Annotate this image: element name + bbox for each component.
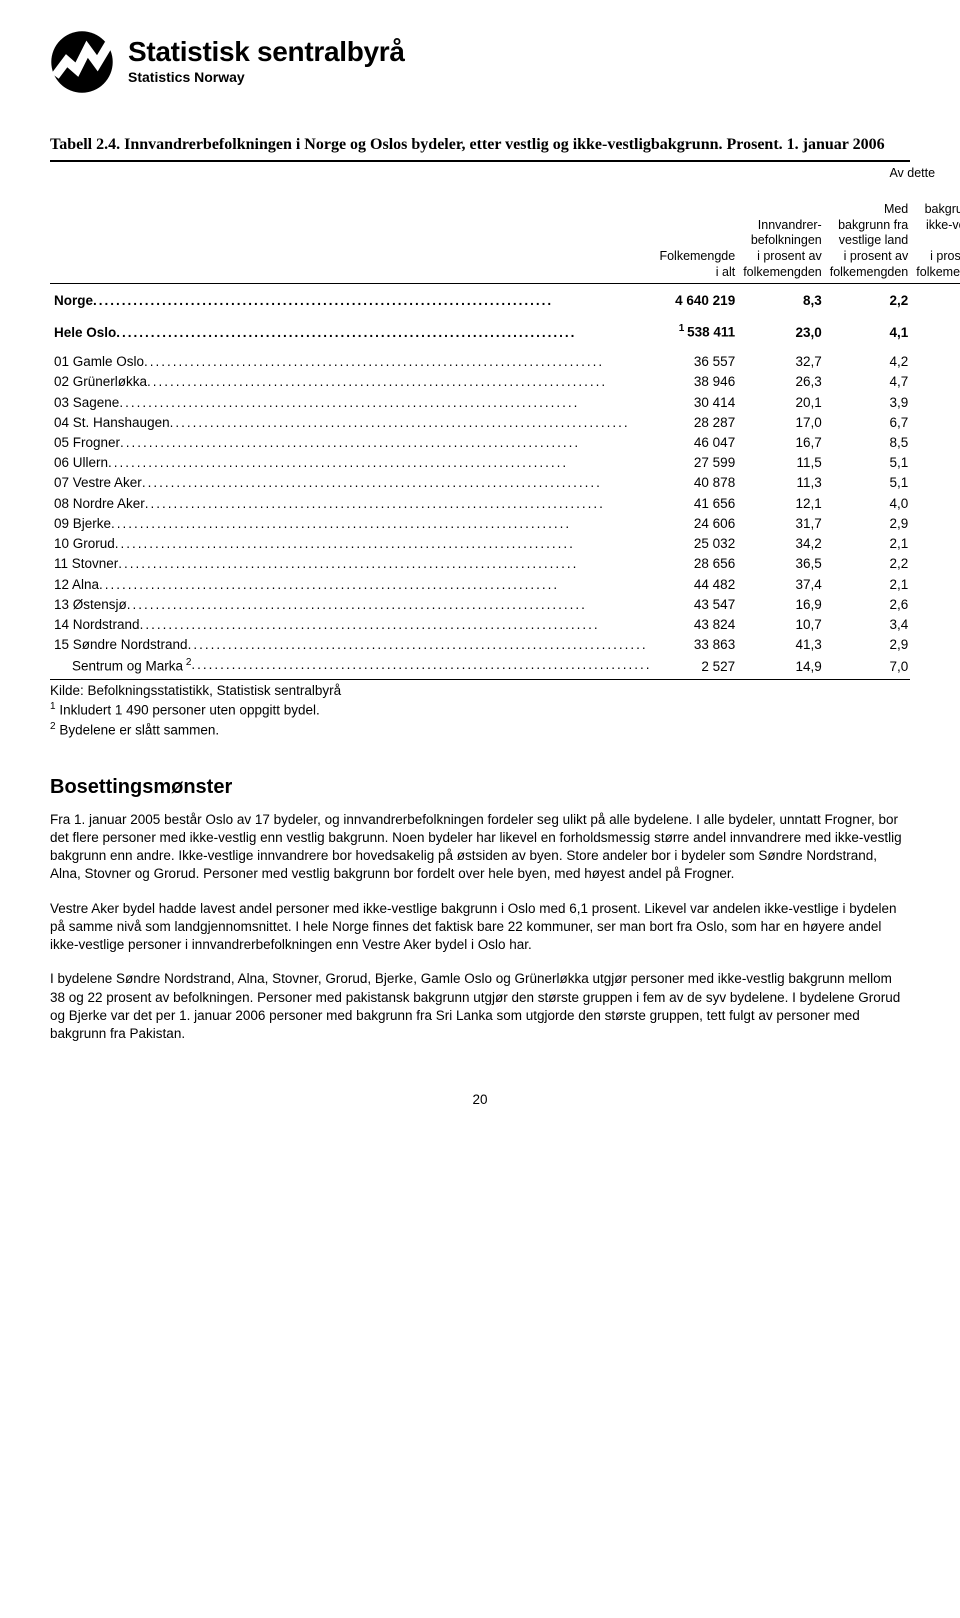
table-row: 13 Østensjø.............................… [50,595,960,615]
body-paragraph: I bydelene Søndre Nordstrand, Alna, Stov… [50,970,910,1043]
footnotes: Kilde: Befolkningsstatistikk, Statistisk… [50,682,910,740]
table-row: 12 Alna.................................… [50,575,960,595]
table-row: 03 Sagene...............................… [50,393,960,413]
logo-text: Statistisk sentralbyrå Statistics Norway [128,38,405,87]
col-header-folkemengde: Folkemengdei alt [655,164,739,282]
table-row: 15 Søndre Nordstrand....................… [50,635,960,655]
table-row: Hele Oslo...............................… [50,316,960,352]
footnote-line: 1 Inkludert 1 490 personer uten oppgitt … [50,700,910,720]
table-row: 01 Gamle Oslo...........................… [50,352,960,372]
divider [50,679,910,680]
footnote-line: 2 Bydelene er slått sammen. [50,720,910,740]
page-number: 20 [50,1091,910,1109]
table-row: 04 St. Hanshaugen.......................… [50,413,960,433]
footnote-line: Kilde: Befolkningsstatistikk, Statistisk… [50,682,910,700]
divider [50,160,910,162]
table-row: 05 Frogner..............................… [50,433,960,453]
table-row: Norge...................................… [50,286,960,316]
table-row: 09 Bjerke...............................… [50,514,960,534]
table-row: 10 Grorud...............................… [50,534,960,554]
col-header-group: Av dette [826,164,960,186]
table-title: Tabell 2.4. Innvandrerbefolkningen i Nor… [50,134,910,156]
col-header-innvandrer: Innvandrer-befolkningeni prosent avfolke… [739,164,826,282]
col-header-ikkevestlige: Medbakgrunn fraikke-vestlige landi prose… [912,185,960,281]
data-table: Folkemengdei alt Innvandrer-befolkningen… [50,164,960,678]
table-row: 14 Nordstrand...........................… [50,615,960,635]
ssb-logo-icon [50,30,114,94]
table-row: 11 Stovner..............................… [50,554,960,574]
body-paragraph: Fra 1. januar 2005 består Oslo av 17 byd… [50,811,910,884]
col-header-vestlige: Medbakgrunn fravestlige landi prosent av… [826,185,913,281]
table-row: 08 Nordre Aker..........................… [50,494,960,514]
table-row: 06 Ullern...............................… [50,453,960,473]
logo-block: Statistisk sentralbyrå Statistics Norway [50,30,910,94]
logo-title: Statistisk sentralbyrå [128,38,405,66]
logo-subtitle: Statistics Norway [128,68,405,87]
table-row: Sentrum og Marka 2......................… [50,655,960,677]
table-row: 07 Vestre Aker..........................… [50,473,960,493]
section-heading: Bosettingsmønster [50,774,910,801]
table-row: 02 Grünerløkka..........................… [50,372,960,392]
body-paragraph: Vestre Aker bydel hadde lavest andel per… [50,900,910,955]
